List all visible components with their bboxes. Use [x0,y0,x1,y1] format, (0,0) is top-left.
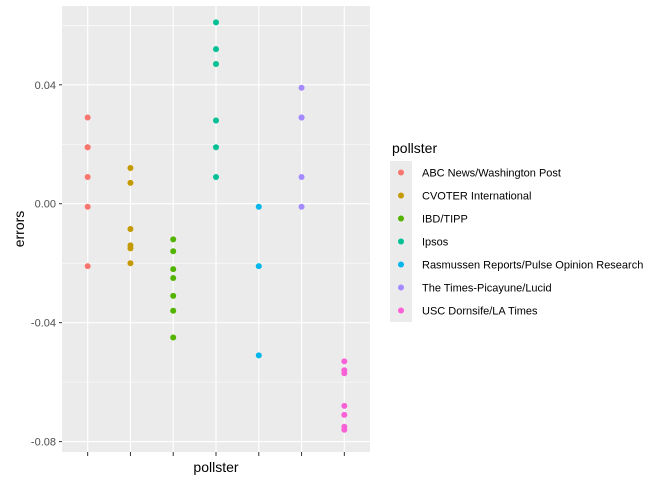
data-point [84,263,91,270]
data-point [170,334,177,341]
data-point [298,203,305,210]
data-point [84,144,91,151]
data-point [84,114,91,121]
data-point [213,144,219,151]
legend-label: CVOTER International [422,191,531,203]
legend-label: USC Dornsife/LA Times [422,306,538,318]
data-point [213,173,219,180]
x-axis-title: pollster [193,459,238,475]
legend-marker [398,284,404,291]
legend-marker [398,238,404,245]
data-point [127,245,134,252]
legend: pollster ABC News/Washington Post CVOTER … [390,140,643,322]
data-point [84,173,91,180]
y-tick-label: 0.04 [35,80,56,92]
y-axis-title: errors [11,211,27,248]
y-axis: -0.08 -0.04 0.00 0.04 [31,80,62,449]
data-point [341,370,348,377]
points-layer [84,19,348,433]
data-point [298,114,305,121]
data-point [255,352,262,359]
data-point [170,236,177,243]
data-point [255,263,262,270]
x-axis [87,452,345,456]
legend-label: IBD/TIPP [422,214,468,226]
y-tick-label: -0.04 [31,318,56,330]
legend-label: ABC News/Washington Post [422,168,561,180]
y-tick-label: 0.00 [35,199,56,211]
data-point [341,358,348,365]
data-point [298,173,305,180]
data-point [170,266,177,273]
data-point [84,203,91,210]
data-point [213,19,219,26]
data-point [341,402,348,409]
data-point [170,275,177,282]
legend-marker [398,192,404,199]
data-point [127,226,134,232]
data-point [213,46,219,53]
data-point [170,292,177,299]
legend-marker [398,215,404,222]
data-point [127,165,134,172]
legend-marker [398,169,404,176]
legend-marker [398,261,404,268]
data-point [298,84,305,91]
data-point [213,60,219,67]
legend-label: Rasmussen Reports/Pulse Opinion Research [422,260,643,272]
data-point [341,426,348,433]
data-point [341,411,348,418]
data-point [213,117,219,124]
legend-label: The Times-Picayune/Lucid [422,283,552,295]
plot-panel [62,6,370,452]
y-tick-label: -0.08 [31,437,56,449]
data-point [127,179,134,186]
data-point [255,203,262,210]
legend-label: Ipsos [422,237,449,249]
data-point [170,307,177,314]
data-point [127,260,134,267]
legend-title: pollster [392,140,437,156]
data-point [170,248,177,255]
legend-marker [398,307,404,314]
